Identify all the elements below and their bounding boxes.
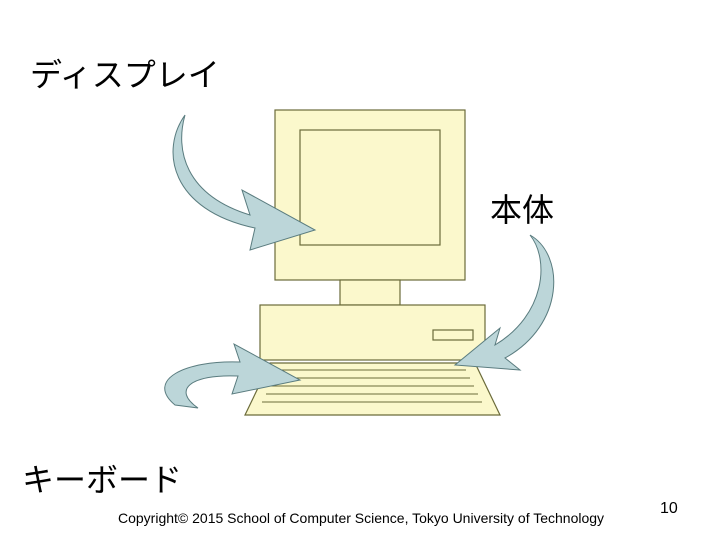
monitor-neck [340, 280, 400, 305]
monitor-screen [300, 130, 440, 245]
label-main-unit: 本体 [490, 185, 554, 231]
computer-illustration [245, 110, 500, 415]
base-slot [433, 330, 473, 340]
copyright-text: Copyright© 2015 School of Computer Scien… [118, 510, 604, 526]
label-keyboard: キーボード [22, 455, 182, 501]
page-number: 10 [660, 500, 678, 518]
label-display: ディスプレイ [30, 50, 220, 96]
